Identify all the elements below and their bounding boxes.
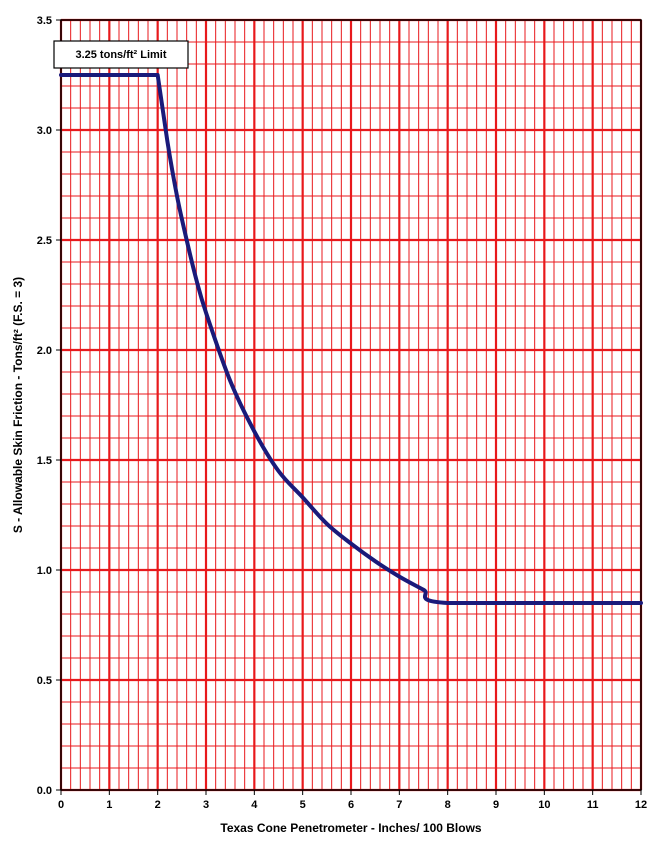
limit-annotation-text: 3.25 tons/ft² Limit	[75, 49, 166, 61]
y-tick-label: 2.5	[37, 235, 52, 247]
x-tick-label: 6	[348, 799, 354, 811]
x-tick-label: 1	[106, 799, 112, 811]
series-line	[59, 73, 643, 605]
x-tick-label: 10	[538, 799, 550, 811]
annotation-layer: 3.25 tons/ft² Limit	[53, 40, 189, 69]
x-tick-label: 4	[251, 799, 258, 811]
y-tick-label: 1.5	[37, 455, 52, 467]
x-tick-label: 8	[445, 799, 451, 811]
y-tick-label: 0.0	[37, 785, 52, 797]
x-tick-label: 0	[58, 799, 64, 811]
x-tick-label: 3	[203, 799, 209, 811]
series-layer	[59, 73, 643, 605]
x-tick-label: 11	[587, 799, 599, 811]
tick-labels: 0 1 2 3 4 5 6 7 8 9 10 11 120.00.51.01.52.02.53.03.5	[37, 15, 647, 811]
y-tick-label: 1.0	[37, 565, 52, 577]
x-axis-title: Texas Cone Penetrometer - Inches/ 100 Bl…	[220, 821, 482, 835]
x-tick-label: 7	[396, 799, 402, 811]
x-tick-label: 12	[635, 799, 647, 811]
x-tick-label: 2	[155, 799, 161, 811]
y-tick-label: 0.5	[37, 675, 52, 687]
y-tick-label: 2.0	[37, 345, 52, 357]
y-axis-title: S - Allowable Skin Friction - Tons/ft² (…	[11, 277, 25, 533]
y-tick-label: 3.0	[37, 125, 52, 137]
limit-annotation-box	[53, 40, 189, 69]
x-tick-label: 9	[493, 799, 499, 811]
y-tick-label: 3.5	[37, 15, 52, 27]
x-tick-label: 5	[300, 799, 306, 811]
